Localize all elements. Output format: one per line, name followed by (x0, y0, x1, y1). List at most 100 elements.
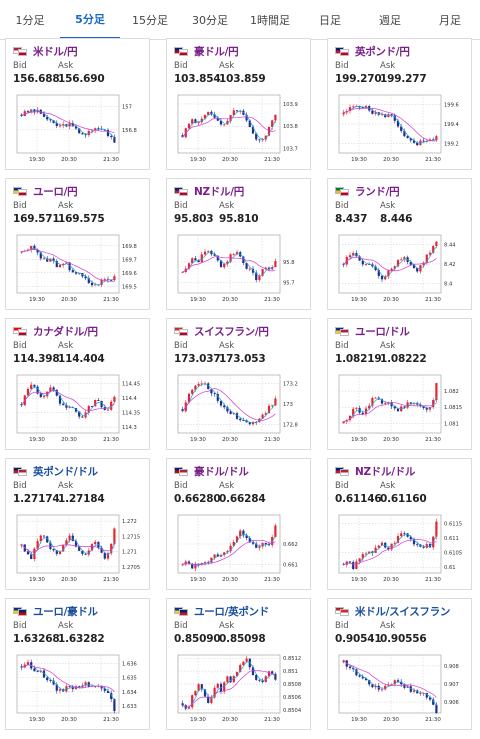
candlestick-chart[interactable]: 114.45 114.4 114.35 114.3 19:30 20:30 21:30 (11, 371, 147, 447)
candlestick-chart[interactable]: 103.9 103.8 103.7 19:30 20:30 21:30 (172, 91, 308, 167)
currency-card[interactable]: スイスフラン/円 Bid Ask 173.037 173.053 173.2 173 172.… (166, 318, 311, 450)
card-header: NZドル/円 (174, 184, 244, 198)
candle-body (348, 107, 352, 112)
currency-card[interactable]: ランド/円 Bid Ask 8.437 8.446 8.44 8.42 8.4 19:30 20:… (327, 178, 472, 310)
x-tick-label: 21:30 (103, 577, 119, 583)
bid-label: Bid (174, 621, 188, 631)
pair-name[interactable]: ユーロ/円 (33, 185, 78, 198)
candle-body (110, 280, 113, 281)
pair-name[interactable]: 豪ドル/ドル (194, 465, 249, 478)
tab-4[interactable]: 1時間足 (250, 13, 290, 27)
candle-body (94, 541, 97, 545)
ma-slow-line (343, 402, 437, 422)
candle-body (358, 256, 361, 261)
currency-card[interactable]: 豪ドル/円 Bid Ask 103.854 103.859 103.9 103.8 103.7… (166, 38, 311, 170)
pair-name[interactable]: ユーロ/豪ドル (33, 605, 98, 618)
candle-body (403, 257, 406, 260)
x-tick-label: 19:30 (190, 157, 206, 163)
candlestick-chart[interactable]: 8.44 8.42 8.4 19:30 20:30 21:30 (333, 231, 469, 307)
pair-name[interactable]: NZドル/ドル (355, 465, 416, 478)
candlestick-chart[interactable]: 0.8512 0.851 0.8508 0.8506 0.8504 19:30 20:30 2… (172, 651, 308, 727)
card-header: 豪ドル/ドル (174, 464, 249, 478)
candlestick-chart[interactable]: 199.6 199.4 199.2 19:30 20:30 21:30 (333, 91, 469, 167)
tab-6[interactable]: 週足 (379, 13, 401, 27)
tab-1[interactable]: 5分足 (60, 0, 120, 40)
ma-slow-line (343, 107, 437, 142)
candle-body (113, 528, 116, 544)
currency-card[interactable]: 英ポンド/円 Bid Ask 199.270 199.277 199.6 199.4 199.… (327, 38, 472, 170)
candle-body (106, 409, 110, 411)
tab-3[interactable]: 30分足 (192, 13, 228, 27)
tab-5[interactable]: 日足 (319, 13, 341, 27)
currency-card[interactable]: カナダドル/円 Bid Ask 114.398 114.404 114.45 114.4 11… (5, 318, 150, 450)
pair-name[interactable]: 米ドル/スイスフラン (355, 605, 451, 618)
candlestick-chart[interactable]: 1.272 1.2715 1.271 1.2705 19:30 20:30 21:30 (11, 511, 147, 587)
candle-body (416, 544, 419, 546)
tab-0[interactable]: 1分足 (15, 13, 45, 27)
y-tick-label: 0.662 (283, 542, 298, 548)
pair-name[interactable]: ランド/円 (355, 185, 400, 198)
currency-card[interactable]: ユーロ/円 Bid Ask 169.571 169.575 169.8 169.7 169.6… (5, 178, 150, 310)
currency-card[interactable]: 米ドル/スイスフラン Bid Ask 0.90541 0.90556 0.908 0.907… (327, 598, 472, 730)
x-tick-label: 19:30 (351, 577, 367, 583)
candle-body (36, 386, 39, 394)
candle-body (226, 121, 229, 125)
candle-body (235, 252, 239, 255)
pair-name[interactable]: ユーロ/英ポンド (194, 605, 269, 618)
candlestick-chart[interactable]: 157 156.8 19:30 20:30 21:30 (11, 91, 147, 167)
tab-7[interactable]: 月足 (439, 13, 461, 27)
currency-card[interactable]: NZドル/ドル Bid Ask 0.61146 0.61160 0.6115 0.611 0.… (327, 458, 472, 590)
currency-card[interactable]: NZドル/円 Bid Ask 95.803 95.810 95.8 95.7 19:30 20:… (166, 178, 311, 310)
tab-2[interactable]: 15分足 (132, 13, 168, 27)
pair-name[interactable]: 豪ドル/円 (194, 45, 239, 58)
candle-body (229, 545, 232, 552)
x-tick-label: 19:30 (29, 437, 45, 443)
candle-body (235, 110, 239, 112)
pair-name[interactable]: スイスフラン/円 (194, 325, 269, 338)
candle-body (361, 107, 364, 109)
pair-name[interactable]: 英ポンド/ドル (33, 465, 98, 478)
candle-body (255, 543, 258, 548)
candlestick-chart[interactable]: 1.082 1.0815 1.081 19:30 20:30 21:30 (333, 371, 469, 447)
candlestick-chart[interactable]: 0.908 0.907 0.906 19:30 20:30 21:30 (333, 651, 469, 727)
pair-name[interactable]: 英ポンド/円 (355, 45, 410, 58)
x-tick-label: 21:30 (264, 157, 280, 163)
candlestick-chart[interactable]: 169.8 169.7 169.6 169.5 19:30 20:30 21:30 (11, 231, 147, 307)
candle-body (110, 692, 113, 700)
candle-body (36, 671, 39, 673)
currency-card[interactable]: ユーロ/ドル Bid Ask 1.08219 1.08222 1.082 1.0815 1.0… (327, 318, 472, 450)
candle-body (400, 681, 403, 685)
candle-body (113, 136, 116, 143)
candle-body (267, 544, 271, 546)
ask-value: 169.575 (58, 213, 105, 225)
candlestick-chart[interactable]: 173.2 173 172.8 19:30 20:30 21:30 (172, 371, 308, 447)
candle-body (26, 111, 30, 113)
candlestick-chart[interactable]: 0.6115 0.611 0.6105 0.61 19:30 20:30 21:30 (333, 511, 469, 587)
card-header: 米ドル/スイスフラン (335, 604, 450, 618)
candle-body (71, 686, 74, 690)
flag-pair-icon (13, 466, 27, 476)
currency-card[interactable]: 米ドル/円 Bid Ask 156.688 156.690 157 156.8 19:30 20… (5, 38, 150, 170)
pair-name[interactable]: 米ドル/円 (33, 45, 78, 58)
candlestick-chart[interactable]: 1.636 1.635 1.634 1.633 19:30 20:30 21:30 (11, 651, 147, 727)
currency-card[interactable]: 英ポンド/ドル Bid Ask 1.27174 1.27184 1.272 1.2715 1.… (5, 458, 150, 590)
candlestick-chart[interactable]: 0.662 0.661 19:30 20:30 21:30 (172, 511, 308, 587)
ma-fast-line (182, 251, 276, 277)
candle-body (30, 245, 33, 250)
currency-card[interactable]: 豪ドル/ドル Bid Ask 0.66280 0.66284 0.662 0.661 19:3… (166, 458, 311, 590)
candle-body (58, 395, 62, 404)
pair-name[interactable]: NZドル/円 (194, 185, 244, 198)
candle-body (200, 254, 203, 263)
candlestick-chart[interactable]: 95.8 95.7 19:30 20:30 21:30 (172, 231, 308, 307)
candle-body (84, 553, 87, 555)
candle-body (422, 406, 425, 409)
currency-card[interactable]: ユーロ/豪ドル Bid Ask 1.63268 1.63282 1.636 1.635 1.6… (5, 598, 150, 730)
ask-value: 114.404 (58, 353, 105, 365)
candle-body (229, 411, 232, 415)
pair-name[interactable]: ユーロ/ドル (355, 325, 410, 338)
candle-body (274, 525, 277, 537)
flag-pair-icon (335, 326, 349, 336)
currency-card[interactable]: ユーロ/英ポンド Bid Ask 0.85090 0.85098 0.8512 0.851 0… (166, 598, 311, 730)
pair-name[interactable]: カナダドル/円 (33, 325, 98, 338)
candle-body (42, 535, 46, 537)
